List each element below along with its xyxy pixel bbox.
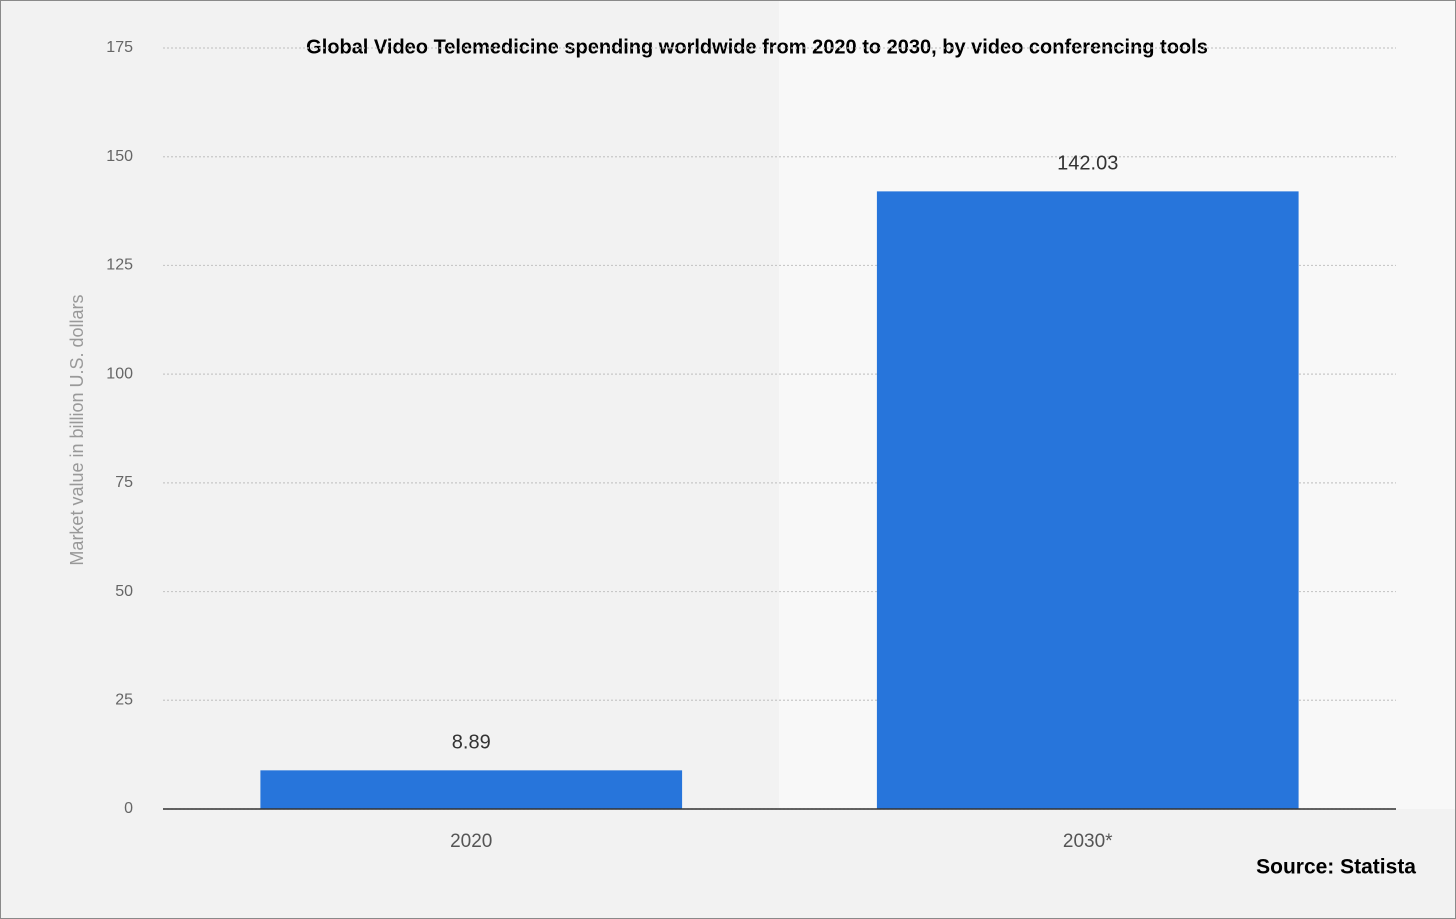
value-label: 142.03	[1057, 153, 1118, 175]
x-tick-label: 2020	[450, 831, 492, 852]
y-tick-label: 125	[106, 257, 133, 274]
y-tick-label: 25	[115, 692, 133, 709]
y-tick-label: 75	[115, 474, 133, 491]
y-tick-label: 150	[106, 148, 133, 165]
source-note: Source: Statista	[1256, 856, 1416, 879]
y-tick-label: 50	[115, 583, 133, 600]
value-label: 8.89	[452, 732, 491, 754]
bar	[260, 770, 683, 809]
y-tick-label: 100	[106, 365, 133, 382]
bar	[876, 191, 1299, 809]
x-tick-label: 2030*	[1063, 831, 1113, 852]
y-tick-label: 0	[124, 800, 133, 817]
y-axis-label: Market value in billion U.S. dollars	[67, 294, 87, 565]
chart-title: Global Video Telemedicine spending world…	[306, 36, 1208, 58]
y-tick-label: 175	[106, 39, 133, 56]
